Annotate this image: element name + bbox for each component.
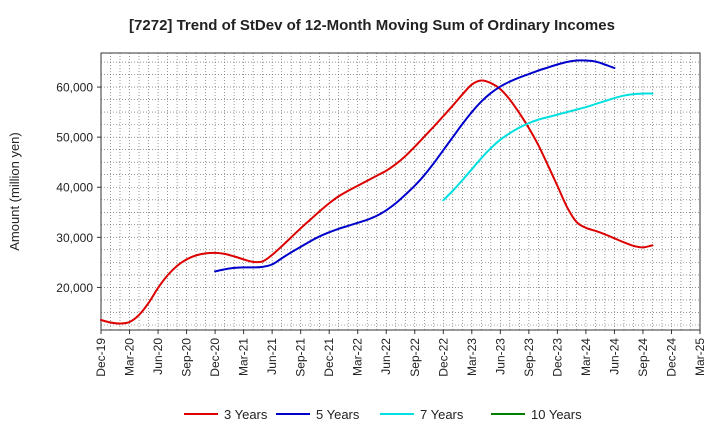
y-tick-label: 40,000 [56,181,93,195]
x-tick-label: Sep-20 [180,338,194,377]
y-tick-label: 60,000 [56,81,93,95]
x-tick-label: Jun-24 [607,338,621,375]
x-tick-label: Jun-20 [151,338,165,375]
x-tick-label: Jun-22 [379,338,393,375]
x-tick-label: Jun-23 [493,338,507,375]
x-tick-label: Sep-22 [408,338,422,377]
x-tick-label: Mar-25 [693,338,707,376]
legend: 3 Years 5 Years 7 Years 10 Years [184,407,582,422]
x-tick-label: Jun-21 [265,338,279,375]
y-tick-label: 20,000 [56,281,93,295]
x-tick-label: Dec-19 [94,338,108,377]
series-lines [100,59,654,325]
x-tick-label: Mar-20 [123,338,137,376]
series-line-7-years [442,92,654,202]
plot-area [101,53,700,330]
y-axis-title: Amount (million yen) [7,132,22,251]
legend-label-5-years: 5 Years [316,407,360,422]
y-tick-label: 30,000 [56,231,93,245]
x-tick-label: Dec-20 [208,338,222,377]
x-tick-label: Mar-22 [351,338,365,376]
x-tick-label: Mar-24 [579,338,593,376]
axes: 20,000 30,000 40,000 50,000 60,000 Dec-19 Mar-… [7,52,707,377]
grid-lines [101,53,700,330]
x-tick-label: Dec-21 [322,338,336,377]
x-tick-label: Dec-24 [664,338,678,377]
series-line-5-years [214,59,616,273]
x-tick-label: Mar-23 [465,338,479,376]
chart-title: [7272] Trend of StDev of 12-Month Moving… [129,17,615,34]
x-tick-label: Sep-21 [294,338,308,377]
plot-border [100,52,701,331]
x-tick-label: Dec-22 [436,338,450,377]
y-tick-label: 50,000 [56,131,93,145]
legend-label-7-years: 7 Years [420,407,464,422]
x-tick-label: Dec-23 [550,338,564,377]
x-tick-label: Mar-21 [237,338,251,376]
legend-label-10-years: 10 Years [531,407,582,422]
x-tick-label: Sep-24 [636,338,650,377]
series-line-3-years [100,79,654,325]
x-tick-label: Sep-23 [522,338,536,377]
legend-label-3-years: 3 Years [224,407,268,422]
